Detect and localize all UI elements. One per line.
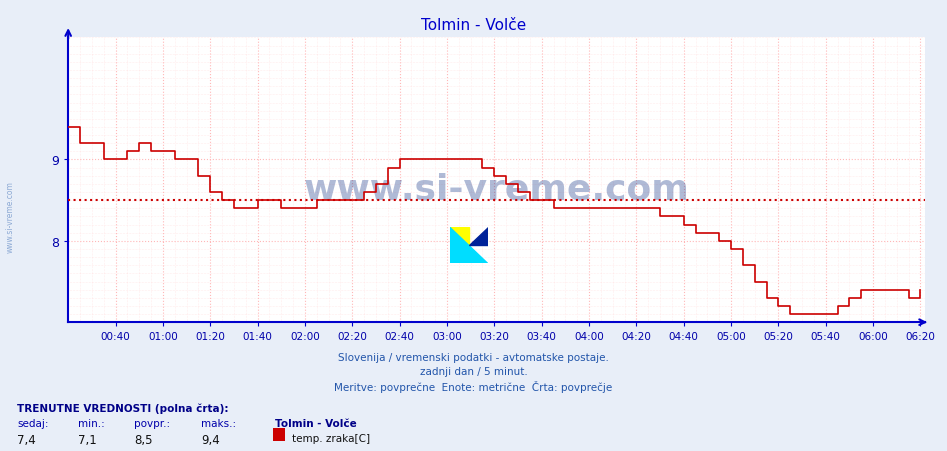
Text: Tolmin - Volče: Tolmin - Volče — [275, 419, 356, 428]
Text: Slovenija / vremenski podatki - avtomatske postaje.: Slovenija / vremenski podatki - avtomats… — [338, 353, 609, 363]
Polygon shape — [469, 228, 488, 246]
Text: www.si-vreme.com: www.si-vreme.com — [6, 180, 15, 253]
Text: www.si-vreme.com: www.si-vreme.com — [304, 172, 689, 206]
Text: TRENUTNE VREDNOSTI (polna črta):: TRENUTNE VREDNOSTI (polna črta): — [17, 402, 228, 413]
Text: zadnji dan / 5 minut.: zadnji dan / 5 minut. — [420, 366, 527, 376]
Text: Meritve: povprečne  Enote: metrične  Črta: povprečje: Meritve: povprečne Enote: metrične Črta:… — [334, 380, 613, 392]
Text: Tolmin - Volče: Tolmin - Volče — [420, 18, 527, 33]
Polygon shape — [450, 228, 488, 264]
Text: 7,1: 7,1 — [78, 433, 97, 446]
Bar — [450, 228, 469, 246]
Text: maks.:: maks.: — [201, 419, 236, 428]
Text: 8,5: 8,5 — [134, 433, 153, 446]
Text: min.:: min.: — [78, 419, 104, 428]
Text: temp. zraka[C]: temp. zraka[C] — [292, 433, 369, 443]
Text: 7,4: 7,4 — [17, 433, 36, 446]
Text: 9,4: 9,4 — [201, 433, 220, 446]
Text: povpr.:: povpr.: — [134, 419, 170, 428]
Text: sedaj:: sedaj: — [17, 419, 48, 428]
